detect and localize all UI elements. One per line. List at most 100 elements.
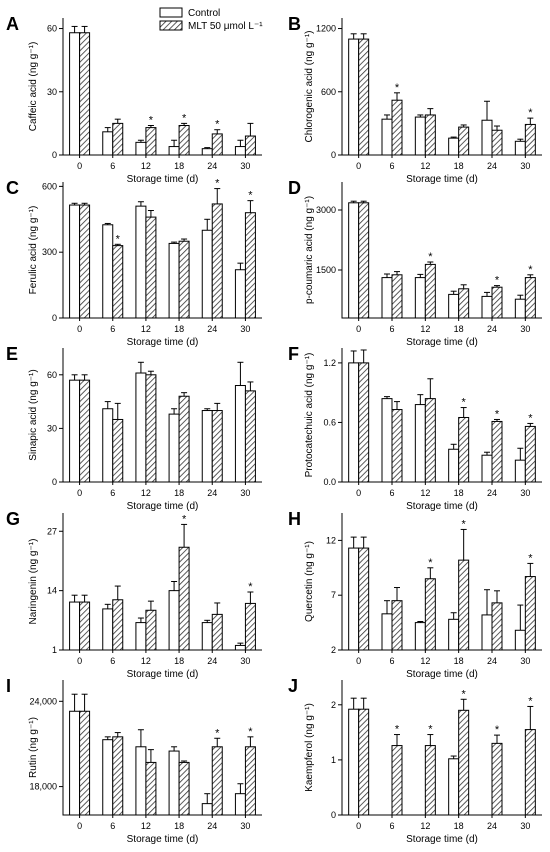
panel-d-significance-star: * bbox=[428, 251, 433, 263]
panel-j-xtick-label: 18 bbox=[454, 821, 464, 831]
legend-mlt-swatch bbox=[159, 20, 183, 31]
panel-c-significance-star: * bbox=[116, 233, 121, 245]
panel-g-bar-mlt bbox=[178, 546, 190, 651]
panel-b-bar-control bbox=[448, 137, 460, 156]
panel-c-xtick-label: 0 bbox=[77, 324, 82, 334]
panel-c-xtick-label: 24 bbox=[207, 324, 217, 334]
panel-e-ytick-label: 30 bbox=[47, 423, 57, 433]
panel-f-ytick-label: 1.2 bbox=[323, 358, 336, 368]
panel-h-xtick-label: 24 bbox=[487, 656, 497, 666]
panel-i-xtick-label: 24 bbox=[207, 821, 217, 831]
panel-g-xtick-label: 30 bbox=[240, 656, 250, 666]
panel-f-bar-mlt bbox=[391, 409, 403, 483]
panel-a-ylabel: Caffeic acid (ng g⁻¹) bbox=[28, 42, 39, 132]
panel-d-bar-mlt bbox=[391, 274, 403, 319]
panel-i-significance-star: * bbox=[215, 727, 220, 739]
panel-e-ytick-label: 0 bbox=[52, 477, 57, 487]
panel-i-bar-mlt bbox=[211, 746, 223, 816]
panel-j-significance-star: * bbox=[428, 724, 433, 736]
panel-e-xlabel: Storage time (d) bbox=[127, 501, 199, 512]
panel-d-bar-control bbox=[514, 298, 526, 319]
panel-f-xlabel: Storage time (d) bbox=[406, 501, 478, 512]
panel-b-xtick-label: 18 bbox=[454, 161, 464, 171]
panel-f-xtick-label: 30 bbox=[520, 488, 530, 498]
panel-b-ytick-label: 1200 bbox=[316, 24, 336, 34]
panel-j-bar-mlt bbox=[491, 742, 503, 816]
panel-i-bar-mlt bbox=[145, 761, 157, 816]
panel-i-bar-mlt bbox=[79, 710, 91, 816]
panel-e-xtick-label: 24 bbox=[207, 488, 217, 498]
panel-f-ylabel: Protocatechuic acid (ng g⁻¹) bbox=[304, 353, 315, 478]
panel-h-bar-mlt bbox=[491, 602, 503, 651]
panel-i-bar-mlt bbox=[112, 736, 124, 816]
panel-j-significance-star: * bbox=[495, 724, 500, 736]
panel-c-xlabel: Storage time (d) bbox=[127, 337, 199, 348]
panel-h-bar-mlt bbox=[524, 576, 536, 651]
panel-e-xtick-label: 18 bbox=[174, 488, 184, 498]
panel-g-xlabel: Storage time (d) bbox=[127, 669, 199, 680]
panel-b-significance-star: * bbox=[528, 107, 533, 119]
panel-g-bar-mlt bbox=[79, 601, 91, 651]
panel-d: 1500 3000 0 6 12 * 18 24 * 30 * Storage time (d) p-c… bbox=[288, 178, 542, 348]
panel-e-ylabel: Sinapic acid (ng g⁻¹) bbox=[28, 369, 39, 460]
panel-j-bar-mlt bbox=[524, 729, 536, 816]
panel-c-ylabel: Ferulic acid (ng g⁻¹) bbox=[28, 206, 39, 295]
panel-h-significance-star: * bbox=[528, 552, 533, 564]
panel-j-xtick-label: 30 bbox=[520, 821, 530, 831]
panel-g-xtick-label: 18 bbox=[174, 656, 184, 666]
panel-f: 0.0 0.6 1.2 0 6 12 18 * 24 * 30 * Storage time (d) Pr… bbox=[288, 344, 542, 512]
panel-a-xtick-label: 18 bbox=[174, 161, 184, 171]
panel-c-bar-control bbox=[168, 242, 180, 319]
legend-mlt-label: MLT 50 μmol L⁻¹ bbox=[188, 21, 263, 32]
panel-f-significance-star: * bbox=[528, 412, 533, 424]
panel-a-significance-star: * bbox=[215, 119, 220, 131]
panel-d-ylabel: p-coumaric acid (ng g⁻¹) bbox=[304, 196, 315, 304]
panel-g-xtick-label: 6 bbox=[110, 656, 115, 666]
panel-c-significance-star: * bbox=[215, 178, 220, 190]
panel-c-ytick-label: 600 bbox=[42, 181, 57, 191]
panel-g-bar-control bbox=[234, 644, 246, 651]
panel-i-bar-control bbox=[168, 750, 180, 816]
panel-h-bar-control bbox=[514, 629, 526, 651]
panel-i-axes bbox=[62, 680, 262, 816]
panel-c-bar-control bbox=[102, 224, 114, 319]
panel-d-significance-star: * bbox=[528, 264, 533, 276]
panel-f-bar-control bbox=[448, 448, 460, 483]
panel-i-bar-control bbox=[135, 746, 147, 816]
panel-i-xtick-label: 0 bbox=[77, 821, 82, 831]
panel-e-bar-control bbox=[168, 413, 180, 483]
legend-control-label: Control bbox=[188, 8, 220, 19]
panel-b-bar-control bbox=[348, 38, 360, 156]
panel-h-bar-control bbox=[348, 547, 360, 651]
panel-c-xtick-label: 12 bbox=[141, 324, 151, 334]
panel-a-bar-mlt bbox=[79, 32, 91, 156]
panel-a-bar-mlt bbox=[178, 124, 190, 156]
panel-d-xtick-label: 24 bbox=[487, 324, 497, 334]
panel-a-letter: A bbox=[6, 14, 19, 34]
panel-j-ytick-label: 1 bbox=[331, 755, 336, 765]
panel-a-xtick-label: 0 bbox=[77, 161, 82, 171]
panel-j-axes bbox=[341, 680, 542, 816]
panel-e-bar-control bbox=[102, 408, 114, 483]
panel-i-xtick-label: 12 bbox=[141, 821, 151, 831]
panel-c-bar-mlt bbox=[112, 245, 124, 319]
panel-h-xtick-label: 6 bbox=[389, 656, 394, 666]
panel-b-xtick-label: 24 bbox=[487, 161, 497, 171]
panel-b-letter: B bbox=[288, 14, 301, 34]
panel-a-axes bbox=[62, 18, 262, 156]
panel-j-ytick-label: 2 bbox=[331, 700, 336, 710]
panel-g-bar-mlt bbox=[112, 599, 124, 651]
panel-i-bar-control bbox=[234, 793, 246, 816]
panel-a-bar-control bbox=[69, 32, 81, 156]
panel-e-bar-mlt bbox=[178, 395, 190, 483]
panel-b-xtick-label: 0 bbox=[356, 161, 361, 171]
panel-j-ylabel: Kaempferol (ng g⁻¹) bbox=[304, 703, 315, 792]
panel-b-xtick-label: 12 bbox=[420, 161, 430, 171]
panel-d-ytick-label: 3000 bbox=[316, 205, 336, 215]
panel-c-bar-mlt bbox=[211, 203, 223, 319]
panel-b-bar-mlt bbox=[358, 38, 370, 156]
panel-e-bar-mlt bbox=[244, 390, 256, 483]
panel-i-bar-mlt bbox=[178, 761, 190, 816]
panel-a-bar-control bbox=[135, 141, 147, 156]
